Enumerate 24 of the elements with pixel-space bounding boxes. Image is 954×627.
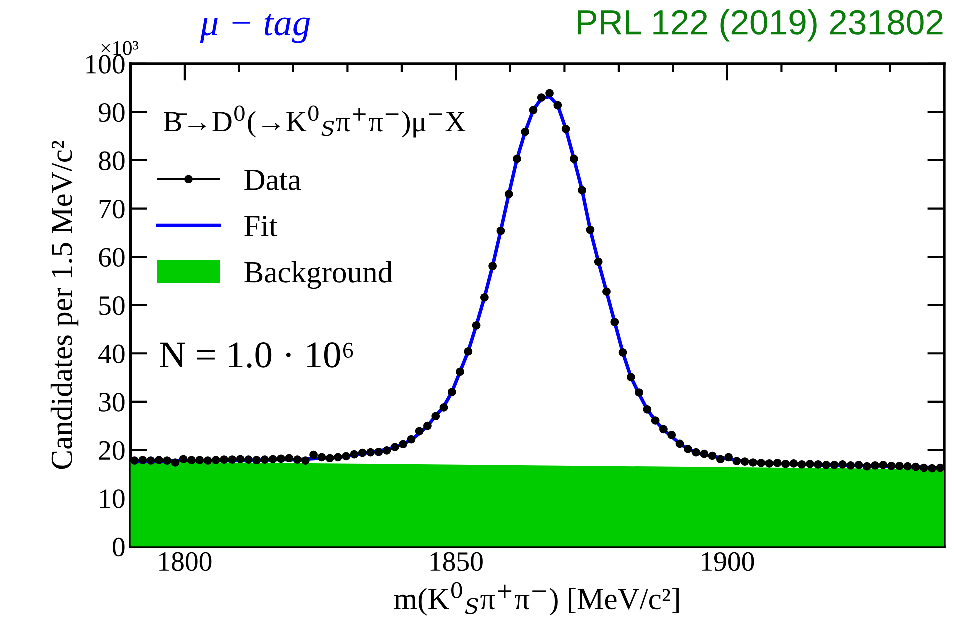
y-axis-title: Candidates per 1.5 MeV/c²: [50, 141, 79, 470]
y-tick-label: 40: [98, 344, 125, 364]
x-tick-label: 1800: [160, 552, 212, 572]
chart-subtitle: μ − tag: [200, 14, 310, 44]
y-tick-label: 50: [100, 296, 125, 316]
legend-label: Fit: [244, 216, 278, 237]
x-tick-label: 1900: [702, 552, 754, 572]
text: B̄→D$^{0}$(→K$^{0}$$_{S}$π$^{+}$π$^{−}$)μ$^{−}$X: [164, 106, 466, 138]
y-tick-label: 90: [98, 103, 125, 122]
y-tick-label: 80: [99, 152, 125, 170]
y-tick-label: 30: [99, 393, 125, 412]
x-tick-label: 1850: [430, 552, 483, 572]
legend-label: Data: [244, 170, 302, 190]
y-tick-label: 0: [113, 538, 125, 557]
annotation: N = 1.0 · 10⁶: [160, 342, 354, 368]
chart-title: PRL 122 (2019) 231802: [578, 9, 943, 42]
x-axis-title: m(K$^{0}$$_{S}$π$^{+}$π$^{−}$) [MeV/c²]: [394, 582, 679, 616]
y-tick-label: 10: [100, 490, 125, 508]
y-tick-label: 60: [99, 248, 125, 267]
y-tick-label: 20: [99, 441, 125, 460]
y-tick-label: 70: [100, 200, 125, 219]
legend-label: Background: [244, 261, 393, 290]
y-tick-label: 100: [86, 55, 125, 74]
text: ×10³: [102, 41, 139, 56]
